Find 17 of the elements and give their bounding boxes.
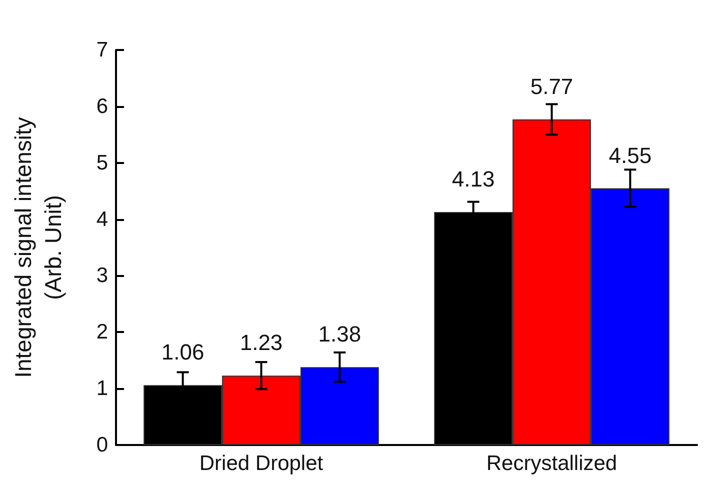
y-tick-label: 1 xyxy=(96,377,108,400)
y-tick-label: 2 xyxy=(96,320,108,344)
data-label: 1.23 xyxy=(240,330,283,356)
data-label: 1.06 xyxy=(161,340,204,365)
y-tick-label: 4 xyxy=(96,208,108,231)
y-axis-title: Integrated signal intensity (Arb. Unit) xyxy=(10,116,66,378)
data-label: 5.77 xyxy=(530,74,574,99)
y-tick-label: 6 xyxy=(96,94,108,118)
data-label: 4.13 xyxy=(452,166,495,192)
x-tick-label: Dried Droplet xyxy=(199,452,324,475)
data-label: 4.55 xyxy=(608,142,652,168)
y-tick-label: 7 xyxy=(96,38,108,62)
y-tick-label: 3 xyxy=(96,264,108,288)
data-label: 1.38 xyxy=(318,322,362,347)
x-tick-label: Recrystallized xyxy=(486,452,618,475)
y-tick-label: 5 xyxy=(96,151,108,174)
y-tick-label: 0 xyxy=(96,434,108,456)
